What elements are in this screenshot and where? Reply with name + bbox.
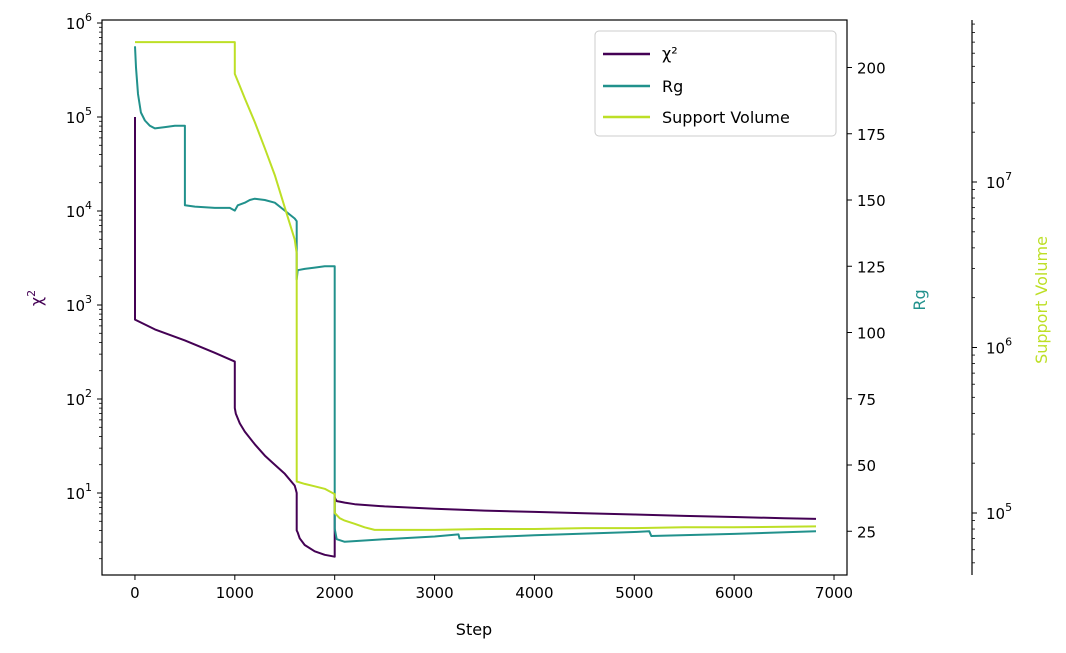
y2-axis-label: Rg (910, 289, 929, 310)
y2-tick-label: 100 (857, 325, 886, 343)
legend-label-rg: Rg (662, 77, 683, 96)
y3-axis: 107 106 105 (971, 20, 1012, 575)
y3-tick-label: 107 (986, 170, 1012, 192)
legend-label-support-volume: Support Volume (662, 108, 790, 127)
x-tick-label: 6000 (715, 584, 753, 602)
x-axis-label: Step (456, 620, 492, 639)
x-tick-label: 1000 (216, 584, 254, 602)
y1-axis-label: χ2 (25, 290, 46, 306)
y2-tick-label: 175 (857, 126, 886, 144)
legend-label-chi2: χ² (662, 44, 678, 63)
y3-axis-label: Support Volume (1032, 236, 1051, 364)
x-tick-label: 0 (130, 584, 140, 602)
y3-tick-label: 106 (986, 336, 1012, 358)
y1-tick-label: 104 (66, 199, 92, 221)
y2-tick-label: 150 (857, 192, 886, 210)
y2-tick-label: 75 (857, 391, 876, 409)
x-tick-label: 7000 (815, 584, 853, 602)
series-line-rg (134, 46, 817, 543)
y1-axis: 106 105 104 103 102 101 (66, 11, 102, 560)
legend: χ² Rg Support Volume (594, 30, 837, 137)
series-layer (134, 41, 817, 558)
x-tick-label: 5000 (615, 584, 653, 602)
y1-tick-label: 102 (66, 387, 92, 409)
x-tick-label: 2000 (316, 584, 354, 602)
y2-tick-label: 25 (857, 523, 876, 541)
series-line-chi2 (134, 117, 817, 558)
y3-tick-label: 105 (986, 501, 1012, 523)
y1-axis-label-superscript: 2 (25, 290, 38, 297)
y1-tick-label: 106 (66, 11, 92, 33)
y1-axis-label-text: χ (27, 297, 46, 306)
y2-axis: 200 175 150 125 100 75 50 25 (847, 60, 886, 541)
y1-tick-label: 101 (66, 481, 92, 503)
y2-tick-label: 125 (857, 258, 886, 276)
series-line-support (135, 41, 817, 531)
y2-tick-label: 50 (857, 457, 876, 475)
y2-tick-label: 200 (857, 60, 886, 78)
y1-tick-label: 105 (66, 105, 92, 127)
x-tick-label: 4000 (515, 584, 553, 602)
legend-box (594, 30, 837, 137)
x-tick-label: 3000 (415, 584, 453, 602)
x-axis: 0 1000 2000 3000 4000 5000 6000 7000 (130, 575, 853, 602)
y1-tick-label: 103 (66, 293, 92, 315)
